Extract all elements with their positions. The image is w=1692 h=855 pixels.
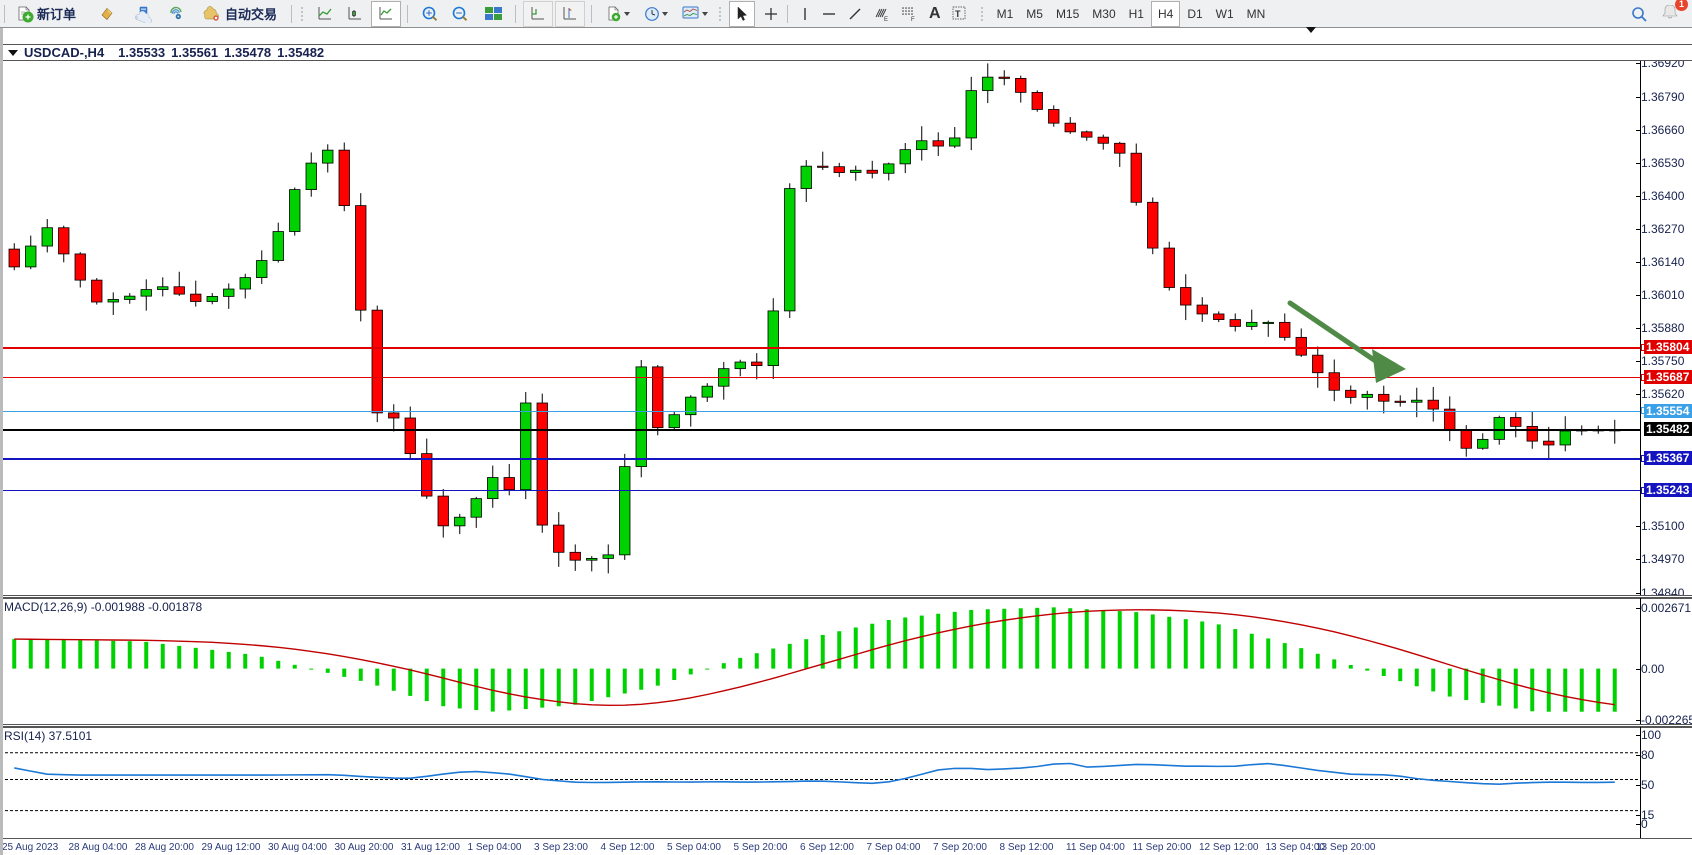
svg-text:E: E xyxy=(884,17,888,23)
svg-text:T: T xyxy=(955,9,961,19)
svg-text:F: F xyxy=(911,17,915,23)
